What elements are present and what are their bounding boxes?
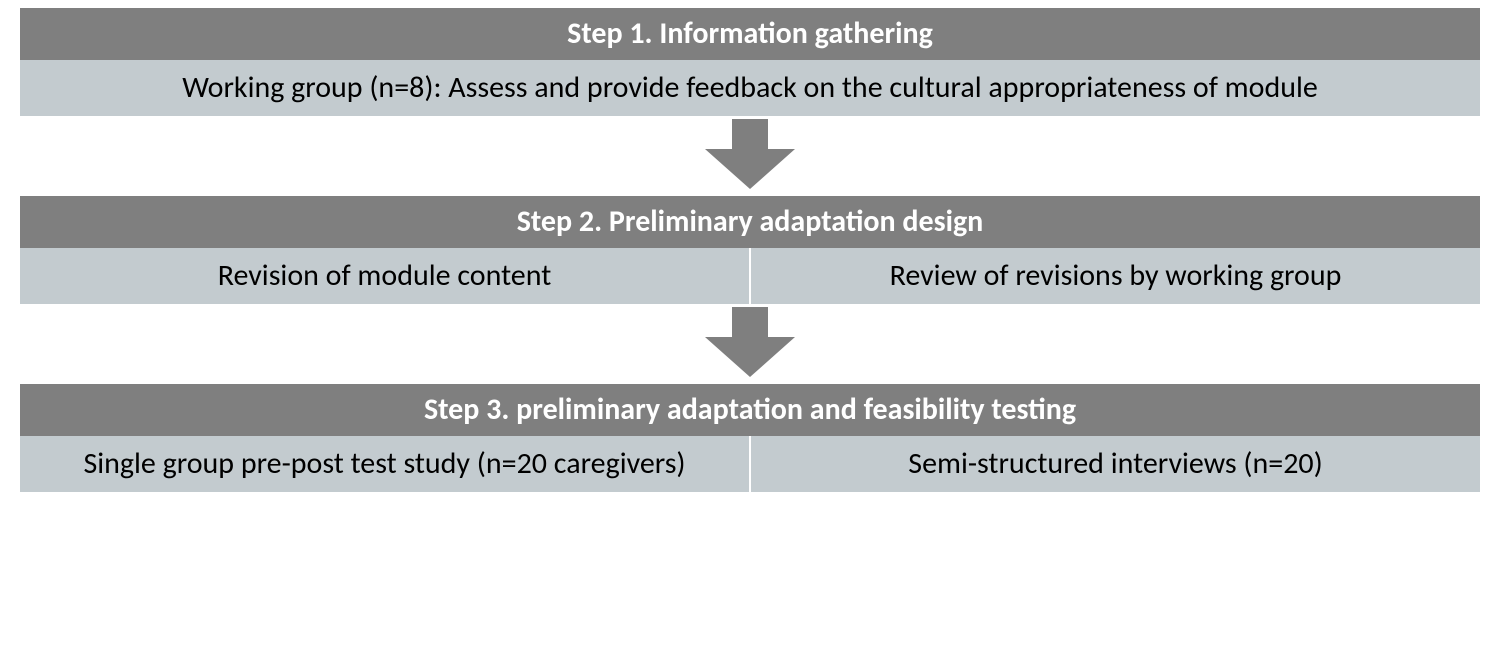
step-3-left: Single group pre-post test study (n=20 c… (20, 436, 749, 492)
step-1-body: Working group (n=8): Assess and provide … (20, 60, 1480, 116)
flowchart-container: Step 1. Information gathering Working gr… (20, 0, 1480, 492)
step-2-left: Revision of module content (20, 248, 749, 304)
down-arrow-icon (705, 119, 795, 189)
step-3-right: Semi-structured interviews (n=20) (751, 436, 1480, 492)
step-1-header: Step 1. Information gathering (20, 8, 1480, 60)
step-3-body: Single group pre-post test study (n=20 c… (20, 436, 1480, 492)
arrow-1 (20, 118, 1480, 190)
step-1-block: Step 1. Information gathering Working gr… (20, 8, 1480, 116)
step-3-block: Step 3. preliminary adaptation and feasi… (20, 384, 1480, 492)
down-arrow-icon (705, 307, 795, 377)
step-2-right: Review of revisions by working group (751, 248, 1480, 304)
step-2-body: Revision of module content Review of rev… (20, 248, 1480, 304)
step-3-header: Step 3. preliminary adaptation and feasi… (20, 384, 1480, 436)
step-2-header: Step 2. Preliminary adaptation design (20, 196, 1480, 248)
step-2-block: Step 2. Preliminary adaptation design Re… (20, 196, 1480, 304)
arrow-2 (20, 306, 1480, 378)
